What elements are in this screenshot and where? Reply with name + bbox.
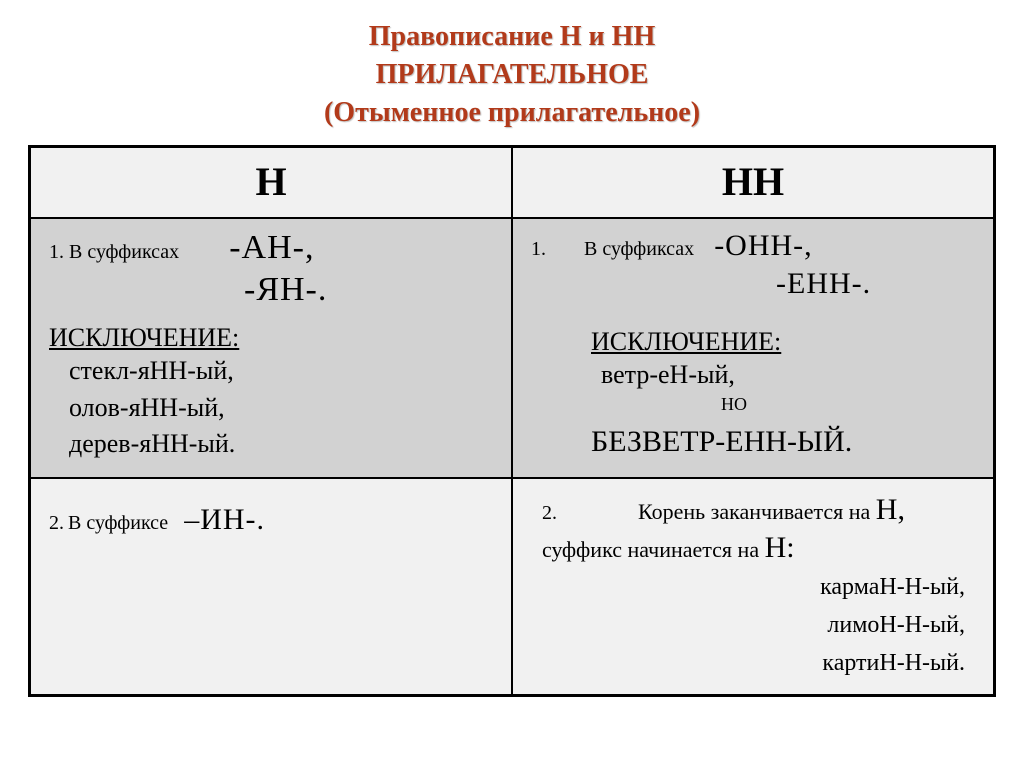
but-word: НО [721,394,975,415]
cell-nn-root-n: 2. Корень заканчивается на Н, суффикс на… [512,478,994,695]
exc-olovyannyy: олов-яНН-ый, [69,390,493,426]
suf-in: –ИН-. [184,503,265,536]
root-n-2: Н: [765,531,795,564]
exc-bezvetrennyy: БЕЗВЕТР-ЕНН-ЫЙ. [591,425,975,459]
exc-vetrenyy: ветр-еН-ый, [601,357,975,393]
root-line-1: Корень заканчивается на [638,499,876,524]
exc-derevyannyy: дерев-яНН-ый. [69,426,493,462]
title-line-3: (Отыменное прилагательное) [28,94,996,132]
intro-left2: В суффиксе [68,512,168,534]
header-nn: НН [512,147,994,218]
root-n-1: Н, [876,493,905,526]
num-2-left: 2. [49,512,64,534]
suf-enn: -ЕНН-. [776,267,871,300]
title-block: Правописание Н и НН ПРИЛАГАТЕЛЬНОЕ (Отым… [28,18,996,131]
exception-label-left: ИСКЛЮЧЕНИЕ: [49,323,493,353]
cell-n-in-suffix: 2. В суффиксе –ИН-. [30,478,512,695]
ex-limonnyy: лимоН-Н-ый, [531,609,975,641]
root-line-2: суффикс начинается на [542,537,765,562]
title-line-1: Правописание Н и НН [28,18,996,56]
rules-table: Н НН 1. В суффиксах -АН-, -ЯН-. ИСКЛЮЧЕН… [28,145,996,696]
suf-onn: -ОНН-, [714,229,812,262]
header-n: Н [30,147,512,218]
cell-n-suffixes: 1. В суффиксах -АН-, -ЯН-. ИСКЛЮЧЕНИЕ: с… [30,218,512,477]
exception-label-right: ИСКЛЮЧЕНИЕ: [591,327,975,357]
ex-karmannyy: кармаН-Н-ый, [531,571,975,603]
num-1-left: 1. [49,241,64,263]
ex-kartinnyy: картиН-Н-ый. [531,647,975,679]
cell-nn-suffixes: 1. В суффиксах -ОНН-, -ЕНН-. ИСКЛЮЧЕНИЕ:… [512,218,994,477]
title-line-2: ПРИЛАГАТЕЛЬНОЕ [28,56,996,94]
exc-steklyannyy: стекл-яНН-ый, [69,353,493,389]
num-2-right: 2. [542,502,557,524]
suf-yan: -ЯН-. [244,271,327,308]
suf-an: -АН-, [229,229,314,266]
num-1-right: 1. [531,238,546,260]
intro-right: В суффиксах [584,238,694,260]
intro-left: В суффиксах [69,241,179,263]
